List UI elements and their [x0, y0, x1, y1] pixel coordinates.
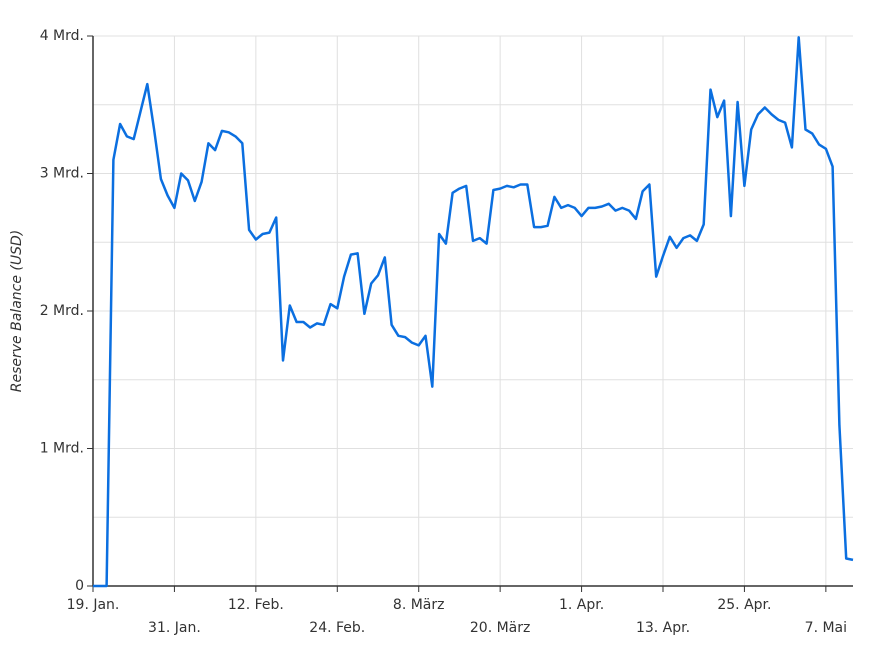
- y-tick-label: 2 Mrd.: [40, 303, 84, 319]
- x-tick-label: 13. Apr.: [636, 620, 690, 636]
- x-tick-label: 25. Apr.: [717, 597, 771, 613]
- y-tick-label: 3 Mrd.: [40, 166, 84, 182]
- data-line: [93, 36, 854, 588]
- x-tick-label: 31. Jan.: [148, 620, 201, 636]
- x-tick-label: 19. Jan.: [67, 597, 120, 613]
- x-tick-label: 20. März: [470, 620, 530, 636]
- y-axis-label: Reserve Balance (USD): [9, 230, 25, 392]
- x-tick-label: 24. Feb.: [309, 620, 365, 636]
- y-tick-label: 4 Mrd.: [40, 28, 84, 44]
- y-tick-label: 0: [75, 578, 84, 594]
- x-tick-label: 12. Feb.: [228, 597, 284, 613]
- x-tick-label: 7. Mai: [805, 620, 847, 636]
- x-tick-label: 1. Apr.: [559, 597, 604, 613]
- y-tick-label: 1 Mrd.: [40, 441, 84, 457]
- x-tick-label: 8. März: [393, 597, 445, 613]
